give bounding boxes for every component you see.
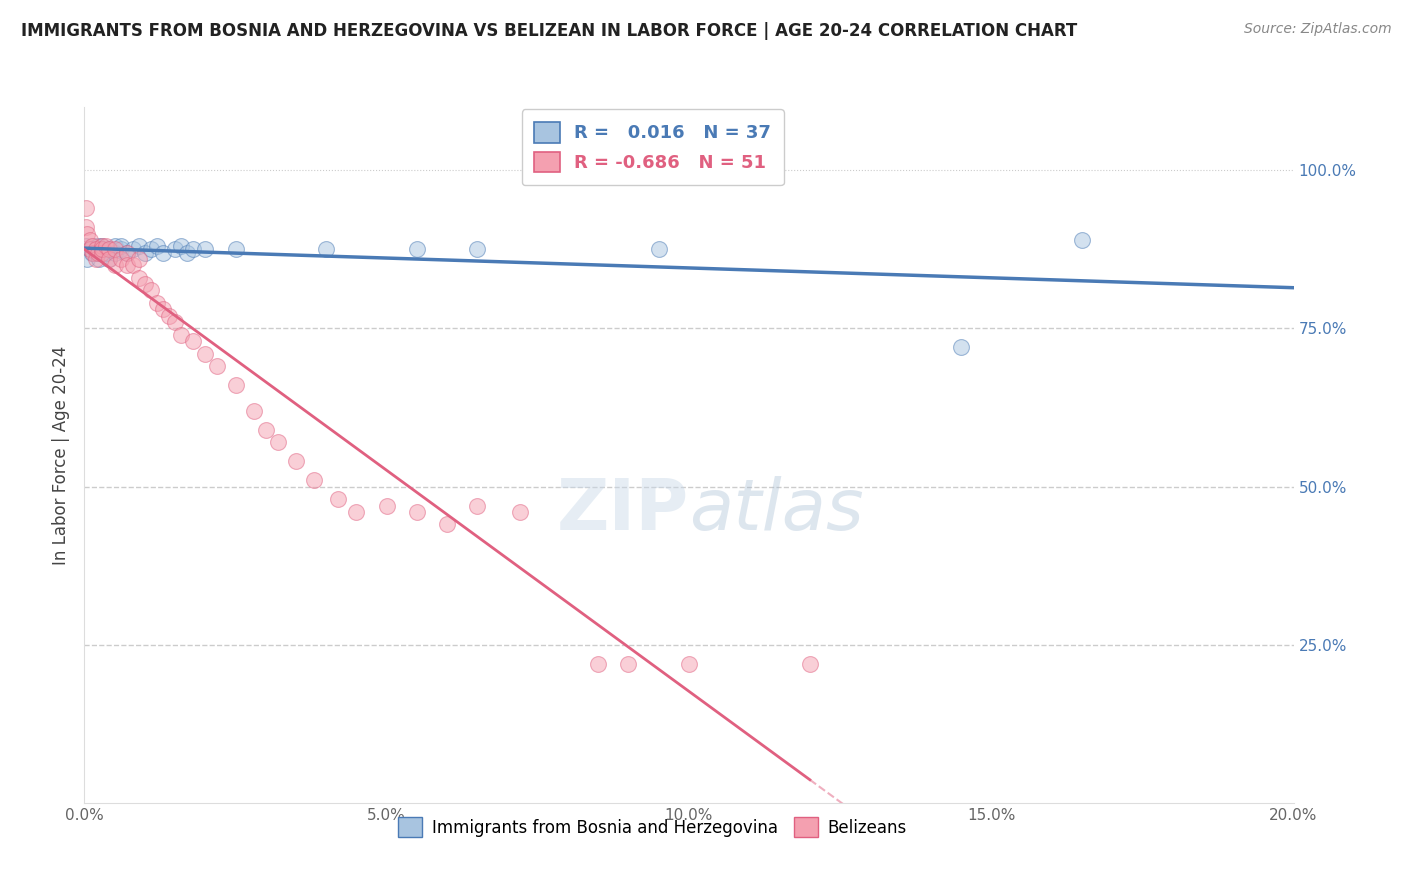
Point (194, 347, 217, 361)
Point (97, 243, 120, 257)
Text: ZIP: ZIP (557, 476, 689, 545)
Point (157, 309, 180, 323)
Point (86, 252, 108, 266)
Point (181, 334, 204, 348)
Point (436, 517, 458, 532)
Point (97, 252, 120, 266)
Point (678, 657, 700, 671)
Point (134, 245, 156, 260)
Point (79, 243, 101, 257)
Point (79, 243, 101, 257)
Point (115, 258, 138, 272)
Point (146, 296, 169, 310)
Point (82, 245, 104, 260)
Text: IMMIGRANTS FROM BOSNIA AND HERZEGOVINA VS BELIZEAN IN LABOR FORCE | AGE 20-24 CO: IMMIGRANTS FROM BOSNIA AND HERZEGOVINA V… (21, 22, 1077, 40)
Point (170, 239, 193, 253)
Point (104, 243, 127, 257)
Point (128, 252, 150, 266)
Point (91, 243, 114, 257)
Point (588, 657, 610, 671)
Point (75, 239, 97, 253)
Point (225, 378, 247, 392)
Point (86, 243, 108, 257)
Point (76, 252, 98, 266)
Point (115, 245, 138, 260)
Point (75, 220, 97, 235)
Point (91, 239, 114, 253)
Point (94, 245, 117, 260)
Point (950, 340, 973, 354)
Point (225, 243, 247, 257)
Point (146, 239, 169, 253)
Point (285, 454, 308, 468)
Point (139, 284, 162, 298)
Point (176, 245, 198, 260)
Point (467, 499, 489, 513)
Point (194, 243, 217, 257)
Point (170, 327, 193, 342)
Point (110, 252, 132, 266)
Point (86, 245, 108, 260)
Point (121, 243, 143, 257)
Point (104, 258, 127, 272)
Point (110, 239, 132, 253)
Point (128, 239, 150, 253)
Y-axis label: In Labor Force | Age 20-24: In Labor Force | Age 20-24 (52, 345, 70, 565)
Point (91, 245, 114, 260)
Point (97, 252, 120, 266)
Point (91, 239, 114, 253)
Point (75, 201, 97, 215)
Point (406, 505, 429, 519)
Point (375, 499, 398, 513)
Point (128, 270, 150, 285)
Point (89, 252, 111, 266)
Point (80, 239, 103, 253)
Point (82, 239, 104, 253)
Text: atlas: atlas (689, 476, 863, 545)
Point (86, 243, 108, 257)
Point (302, 473, 325, 487)
Point (121, 258, 143, 272)
Point (509, 505, 531, 519)
Point (242, 403, 264, 417)
Point (76, 227, 98, 241)
Point (97, 243, 120, 257)
Point (80, 245, 103, 260)
Point (328, 492, 350, 507)
Point (110, 243, 132, 257)
Point (94, 239, 117, 253)
Point (134, 277, 156, 292)
Point (648, 243, 671, 257)
Point (1071, 233, 1094, 247)
Point (139, 243, 162, 257)
Point (91, 243, 114, 257)
Point (467, 243, 489, 257)
Point (165, 243, 187, 257)
Point (617, 657, 640, 671)
Point (315, 243, 337, 257)
Point (104, 245, 127, 260)
Point (181, 243, 204, 257)
Point (346, 505, 368, 519)
Text: Source: ZipAtlas.com: Source: ZipAtlas.com (1244, 22, 1392, 37)
Point (115, 245, 138, 260)
Point (152, 302, 174, 317)
Point (267, 435, 290, 450)
Point (86, 245, 108, 260)
Point (165, 315, 187, 329)
Point (79, 233, 101, 247)
Point (406, 243, 429, 257)
Point (207, 359, 229, 374)
Point (799, 657, 821, 671)
Point (254, 423, 277, 437)
Legend: Immigrants from Bosnia and Herzegovina, Belizeans: Immigrants from Bosnia and Herzegovina, … (388, 807, 917, 847)
Point (152, 245, 174, 260)
Point (86, 239, 108, 253)
Point (104, 239, 127, 253)
